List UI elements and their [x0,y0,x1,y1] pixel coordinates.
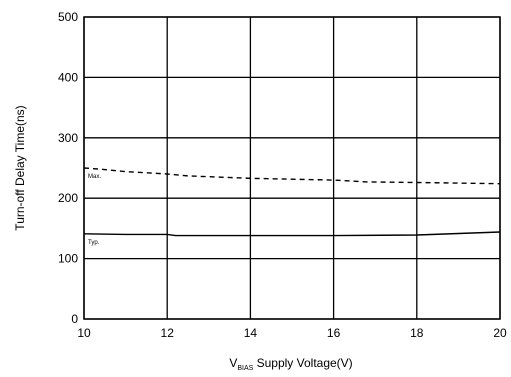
x-tick-label-0: 10 [77,326,91,340]
x-axis-label-main: V [229,356,237,370]
series-labels: Max. Typ. [88,174,101,246]
series-label-1: Typ. [88,240,100,246]
y-tick-label-5: 500 [58,10,78,24]
x-axis-label: VBIAS Supply Voltage(V) [229,356,352,372]
series-line-0 [83,167,501,185]
x-tick-label-1: 12 [161,326,175,340]
x-tick-labels: 10 12 14 16 18 20 [77,326,507,340]
x-tick-label-2: 14 [244,326,258,340]
y-tick-label-4: 400 [58,70,78,84]
x-axis-label-rest: Supply Voltage(V) [253,356,352,370]
y-tick-label-2: 200 [58,191,78,205]
x-tick-label-3: 16 [327,326,341,340]
y-tick-label-0: 0 [71,312,78,326]
series-label-0: Max. [88,174,101,180]
y-tick-label-1: 100 [58,252,78,266]
series-line-1 [83,231,501,237]
plot-frame [83,16,501,320]
chart-series [83,167,501,237]
x-tick-label-5: 20 [493,326,507,340]
chart-grid [83,16,501,320]
y-tick-labels: 0 100 200 300 400 500 [58,10,78,326]
y-axis-label: Turn-off Delay Time(ns) [13,105,27,230]
x-axis-label-subscript: BIAS [237,365,253,372]
y-tick-label-3: 300 [58,131,78,145]
x-tick-label-4: 18 [410,326,424,340]
